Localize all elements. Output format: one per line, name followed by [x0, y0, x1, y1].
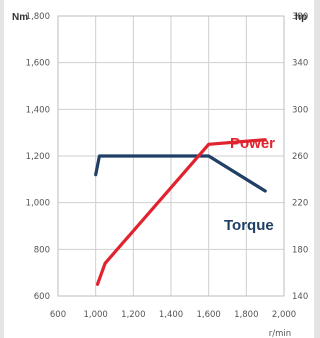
right-tick-label: 140 — [292, 292, 308, 302]
left-tick-label: 600 — [34, 292, 50, 302]
power-line — [95, 138, 267, 286]
right-tick-label: 180 — [292, 245, 308, 255]
chart-panel: 600 800 1,000 1,200 1,400 1,600 1,800 140 180 220… — [4, 0, 314, 338]
x-tick-label: 1,800 — [234, 310, 258, 320]
left-axis-unit: Nm — [12, 12, 28, 23]
engine-performance-chart: 600 800 1,000 1,200 1,400 1,600 1,800 140 180 220… — [12, 12, 309, 338]
plot-frame — [57, 15, 285, 297]
left-tick-label: 1,600 — [26, 59, 50, 69]
torque-line — [94, 154, 267, 193]
x-axis-unit: r/min — [269, 329, 291, 338]
right-tick-label: 260 — [292, 152, 308, 162]
left-tick-label: 1,800 — [26, 12, 50, 22]
grid — [57, 15, 285, 297]
right-tick-label: 340 — [292, 59, 308, 69]
power-series-label: Power — [230, 135, 275, 152]
right-tick-label: 380 — [292, 12, 308, 22]
left-tick-label: 1,400 — [26, 105, 50, 115]
left-tick-label: 1,200 — [26, 152, 50, 162]
x-tick-label: 1,200 — [121, 310, 145, 320]
labels: Nm hp r/min Power Torque — [12, 12, 307, 338]
left-tick-label: 1,000 — [26, 199, 50, 209]
x-tick-label: 600 — [50, 310, 66, 320]
series-lines — [94, 138, 267, 286]
x-tick-label: 2,000 — [272, 310, 296, 320]
axes: 600 800 1,000 1,200 1,400 1,600 1,800 140 180 220… — [26, 12, 309, 320]
torque-series-label: Torque — [224, 217, 274, 234]
right-tick-label: 300 — [292, 105, 308, 115]
left-tick-label: 800 — [34, 245, 50, 255]
x-tick-label: 1,000 — [83, 310, 107, 320]
x-tick-label: 1,600 — [196, 310, 220, 320]
right-axis-unit: hp — [295, 12, 307, 23]
right-tick-label: 220 — [292, 199, 308, 209]
x-tick-label: 1,400 — [159, 310, 183, 320]
